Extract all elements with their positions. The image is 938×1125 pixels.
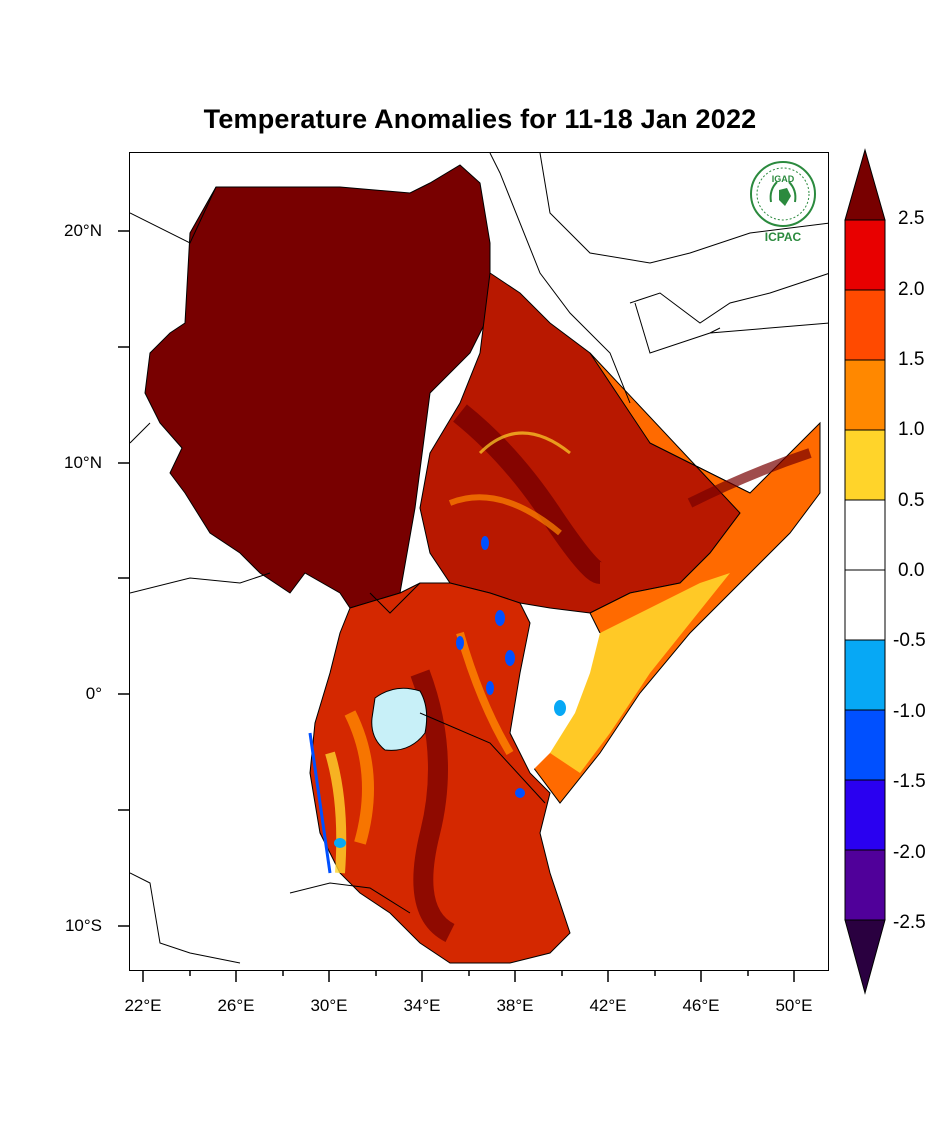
lat-label-10n: 10°N [64, 453, 102, 472]
colorbar-bottom-arrow [844, 919, 886, 995]
colorbar-cell-9 [844, 779, 886, 851]
lon-label-34e: 34°E [403, 996, 441, 1015]
colorbar-cell-1 [844, 219, 886, 291]
colorbar-label-1_0: 1.0 [898, 419, 925, 440]
colorbar-cell-4 [844, 429, 886, 501]
lat-label-0: 0° [85, 684, 102, 703]
lon-label-38e: 38°E [496, 996, 534, 1015]
colorbar-top-arrow [844, 148, 886, 221]
lat-label-20n: 20°N [64, 221, 102, 240]
colorbar-cell-2 [844, 289, 886, 361]
logo-org-top: IGAD [772, 174, 795, 184]
colorbar-label-2_0: 2.0 [898, 279, 925, 300]
colorbar-label-neg1_0: -1.0 [893, 701, 926, 722]
map-title: Temperature Anomalies for 11-18 Jan 2022 [203, 104, 757, 134]
colorbar-label-neg2_5: -2.5 [893, 912, 926, 933]
sudan-region [144, 164, 491, 609]
lon-label-30e: 30°E [310, 996, 348, 1015]
colorbar-cell-8 [844, 709, 886, 781]
colorbar-label-1_5: 1.5 [898, 349, 925, 370]
colorbar-label-0_5: 0.5 [898, 490, 925, 511]
colorbar-label-neg0_5: -0.5 [893, 630, 926, 651]
colorbar-label-neg2_0: -2.0 [893, 842, 926, 863]
colorbar-label-2_5: 2.5 [898, 208, 925, 229]
lon-label-42e: 42°E [589, 996, 627, 1015]
colorbar-cell-3 [844, 359, 886, 431]
logo-org-bottom: ICPAC [764, 230, 802, 244]
colorbar-label-0_0: 0.0 [898, 560, 925, 581]
lake-victoria [371, 687, 428, 751]
axis-ticks [118, 230, 795, 982]
map-canvas [130, 153, 828, 964]
igad-icpac-logo: IGAD ICPAC [749, 160, 817, 246]
colorbar-label-neg1_5: -1.5 [893, 771, 926, 792]
lon-label-22e: 22°E [124, 996, 162, 1015]
lon-label-26e: 26°E [217, 996, 255, 1015]
igad-seal-icon: IGAD [750, 161, 816, 227]
colorbar-cell-7 [844, 639, 886, 711]
colorbar-cell-10 [844, 849, 886, 921]
lat-label-10s: 10°S [64, 916, 102, 935]
colorbar-cell-5 [844, 499, 886, 571]
map-panel [129, 152, 829, 971]
colorbar [844, 148, 886, 995]
lon-label-50e: 50°E [775, 996, 813, 1015]
colorbar-cell-6 [844, 569, 886, 641]
lon-label-46e: 46°E [682, 996, 720, 1015]
